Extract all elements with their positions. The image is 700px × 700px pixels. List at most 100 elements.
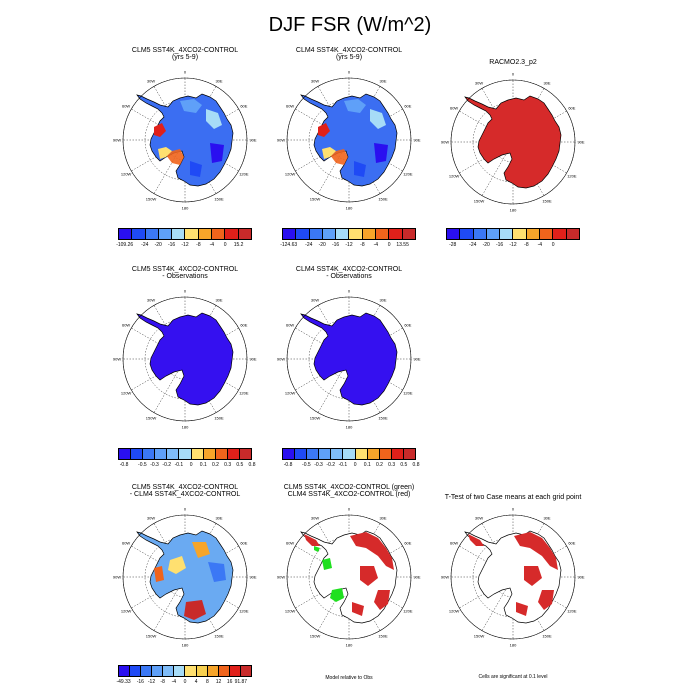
lon-label: 60E (240, 541, 247, 546)
panel-clm4-minus-obs: CLM4 SST4K_4XCO2-CONTROL - Observations … (269, 266, 429, 434)
colorbar-label: 13.55 (396, 242, 409, 248)
colorbar-swatch (343, 449, 356, 459)
panel-clm5-fsr: CLM5 SST4K_4XCO2-CONTROL (yrs 5-9) 0 30E 6… (105, 47, 265, 215)
colorbar-label: -12 (181, 242, 189, 248)
lon-label: 30W (311, 516, 319, 521)
lon-label: 90E (249, 138, 256, 143)
colorbar-label: 0.5 (236, 462, 244, 468)
colorbar-swatch (238, 229, 251, 239)
colorbar-swatch (119, 229, 133, 239)
lon-label: 90W (277, 575, 285, 580)
colorbar-swatch (119, 449, 132, 459)
lon-label: 0 (512, 72, 515, 77)
colorbar-swatch (185, 666, 197, 676)
colorbar-swatch (191, 449, 204, 459)
colorbar-label: -8 (196, 242, 201, 248)
colorbar-label: -0.2 (162, 462, 172, 468)
colorbar-label: -16 (495, 242, 504, 248)
lon-label: 60W (286, 541, 294, 546)
antarctic-map: 0 30E 60E 90E 120E 150E 180 150W 120W 90W 60W 30W (113, 507, 257, 648)
colorbar-label: -8 (360, 242, 365, 248)
colorbar-label: 0.2 (211, 462, 219, 468)
colorbar-swatch (319, 449, 332, 459)
colorbar-swatch (240, 666, 251, 676)
lon-label: 120E (567, 174, 577, 179)
colorbar-swatch (566, 229, 579, 239)
significance-overlay (304, 532, 394, 616)
lon-label: 0 (184, 289, 187, 294)
colorbar-label: -24 (305, 242, 313, 248)
colorbar-label: 0 (387, 242, 391, 248)
antarctic-map: 0 30E 60E 90E 120E 150E 180 150W 120W 90W 60W 30W (113, 70, 257, 211)
colorbar-swatch (376, 229, 390, 239)
lon-label: 150E (378, 633, 388, 638)
colorbar-label: -0.1 (338, 462, 348, 468)
colorbar-swatch (331, 449, 344, 459)
colorbar-swatch (367, 449, 380, 459)
antarctica-shape (136, 312, 234, 406)
panel-title: RACMO2.3_p2 (489, 59, 537, 66)
colorbar-label: 16 (226, 679, 233, 685)
colorbar-swatch (473, 229, 487, 239)
colorbar-swatch (283, 229, 297, 239)
lon-label: 90W (441, 575, 449, 580)
lon-label: 0 (512, 507, 515, 512)
lon-label: 150W (474, 198, 485, 203)
colorbar-swatch (172, 229, 186, 239)
colorbar-swatch (218, 666, 230, 676)
lon-label: 120W (121, 172, 132, 177)
lon-label: 120W (121, 391, 132, 396)
colorbar-swatch (167, 449, 180, 459)
colorbar-label: -4 (209, 242, 215, 248)
colorbar-label: -20 (154, 242, 162, 248)
colorbar-label: -0.3 (150, 462, 159, 468)
lon-label: 90E (577, 575, 584, 580)
colorbar-swatch (307, 449, 320, 459)
colorbar-label: 0 (551, 242, 555, 248)
colorbar-swatch (203, 449, 216, 459)
colorbar-swatch (155, 449, 168, 459)
lon-label: 30E (543, 81, 550, 86)
lon-label: 0 (184, 507, 187, 512)
longitude-labels: 0 30E 60E 90E 120E 150E 180 150W 120W 90W 60W 30W (441, 72, 585, 213)
panel-clm4-fsr: CLM4 SST4K_4XCO2-CONTROL (yrs 5-9) 0 30E 6… (269, 47, 429, 215)
colorbar-label: -12 (147, 679, 156, 685)
lon-label: 150E (542, 198, 552, 203)
lon-label: 0 (348, 70, 351, 75)
colorbar-label: 0 (183, 679, 187, 685)
colorbar-swatch (447, 229, 461, 239)
antarctica-shape (300, 312, 398, 406)
colorbar-swatch (553, 229, 567, 239)
panel-ttest: T-Test of two Case means at each grid po… (433, 494, 593, 652)
lon-label: 150E (214, 415, 224, 420)
colorbar-racmo: -28 -24 -20 -16 -12 -8 -4 0 (446, 228, 580, 250)
lon-label: 120W (285, 391, 296, 396)
lon-label: 180 (346, 206, 353, 211)
colorbar-label: -0.1 (174, 462, 184, 468)
lon-label: 90E (413, 357, 420, 362)
antarctic-map: 0 30E 60E 90E 120E 150E 180 150W 120W 90W 60W 30W (277, 289, 421, 430)
antarctica-shape (464, 95, 562, 189)
lon-label: 90W (277, 357, 285, 362)
colorbar-label: 0 (189, 462, 193, 468)
lon-label: 120E (403, 609, 413, 614)
colorbar-label: -0.8 (283, 462, 293, 468)
lon-label: 150E (214, 196, 224, 201)
significance-overlay (468, 532, 558, 616)
colorbar-swatch (152, 666, 164, 676)
lon-label: 150W (310, 415, 321, 420)
lon-label: 90W (441, 140, 449, 145)
colorbar-label: 0.2 (375, 462, 383, 468)
lon-label: 180 (182, 425, 189, 430)
longitude-labels: 0 30E 60E 90E 120E 150E 180 150W 120W 90W 60W 30W (277, 507, 421, 648)
lon-label: 120E (239, 609, 249, 614)
longitude-labels: 0 30E 60E 90E 120E 150E 180 150W 120W 90W 60W 30W (277, 70, 421, 211)
colorbar-swatch (513, 229, 527, 239)
lon-label: 0 (348, 289, 351, 294)
longitude-labels: 0 30E 60E 90E 120E 150E 180 150W 120W 90W 60W 30W (277, 289, 421, 430)
colorbar-swatch (460, 229, 474, 239)
panel-title: CLM5 SST4K_4XCO2-CONTROL (green) CLM4 SS… (283, 484, 415, 498)
lon-label: 120E (239, 172, 249, 177)
colorbar-swatch (174, 666, 186, 676)
antarctic-map: 0 30E 60E 90E 120E 150E 180 150W 120W 90W 60W 30W (113, 289, 257, 430)
